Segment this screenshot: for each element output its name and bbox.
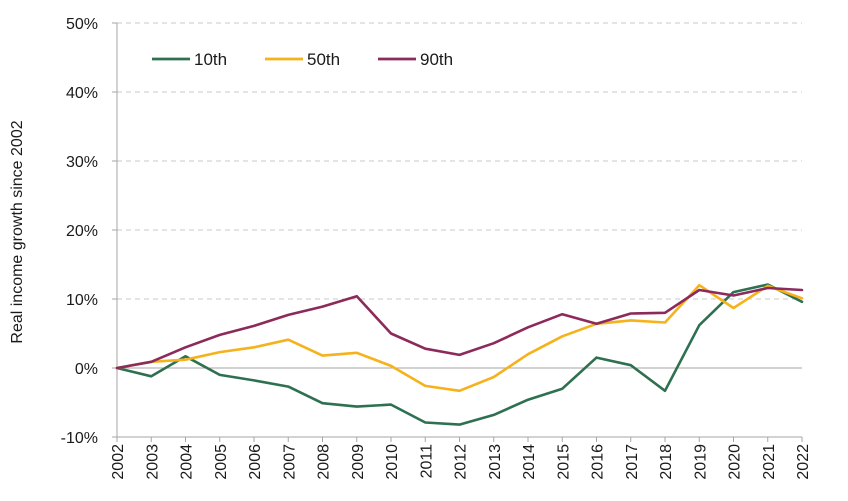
x-tick-label: 2006	[247, 444, 264, 480]
x-tick-label: 2004	[179, 444, 196, 480]
x-tick-label: 2020	[727, 444, 744, 480]
x-tick-label: 2018	[658, 444, 675, 480]
series-line-90th	[115, 286, 804, 370]
y-tick-label: 0%	[75, 361, 98, 378]
x-tick-labels: 2002 2003 2004 2005 2006 2007 2008 2009 2010 2011…	[110, 444, 812, 480]
x-tick-label: 2022	[795, 444, 812, 480]
y-tick-label: 30%	[66, 154, 98, 171]
legend-label-50th: 50th	[307, 50, 340, 69]
x-tick-label: 2012	[453, 444, 470, 480]
x-tick-label: 2016	[590, 444, 607, 480]
x-tick-label: 2010	[384, 444, 401, 480]
y-tick-label: 20%	[66, 223, 98, 240]
x-tick-label: 2009	[350, 444, 367, 480]
x-tick-label: 2003	[144, 444, 161, 480]
axes	[112, 22, 803, 442]
x-tick-label: 2021	[761, 444, 778, 480]
series-lines	[115, 283, 804, 426]
y-tick-label: -10%	[61, 430, 98, 447]
x-tick-label: 2007	[281, 444, 298, 480]
legend: 10th 50th 90th	[152, 50, 453, 69]
y-tick-labels: -10% 0% 10% 20% 30% 40% 50%	[61, 16, 98, 447]
legend-label-10th: 10th	[194, 50, 227, 69]
series-line-10th	[115, 283, 804, 426]
y-axis-title: Real income growth since 2002	[9, 120, 26, 343]
x-tick-label: 2005	[213, 444, 230, 480]
y-tick-label: 10%	[66, 292, 98, 309]
legend-label-90th: 90th	[420, 50, 453, 69]
y-tick-label: 40%	[66, 85, 98, 102]
x-tick-label: 2015	[555, 444, 572, 480]
x-tick-label: 2017	[624, 444, 641, 480]
x-tick-label: 2019	[692, 444, 709, 480]
x-tick-label: 2008	[316, 444, 333, 480]
x-tick-label: 2002	[110, 444, 127, 480]
y-tick-label: 50%	[66, 16, 98, 33]
x-tick-label: 2013	[487, 444, 504, 480]
x-tick-label: 2014	[521, 444, 538, 480]
x-tick-label: 2011	[418, 444, 435, 479]
